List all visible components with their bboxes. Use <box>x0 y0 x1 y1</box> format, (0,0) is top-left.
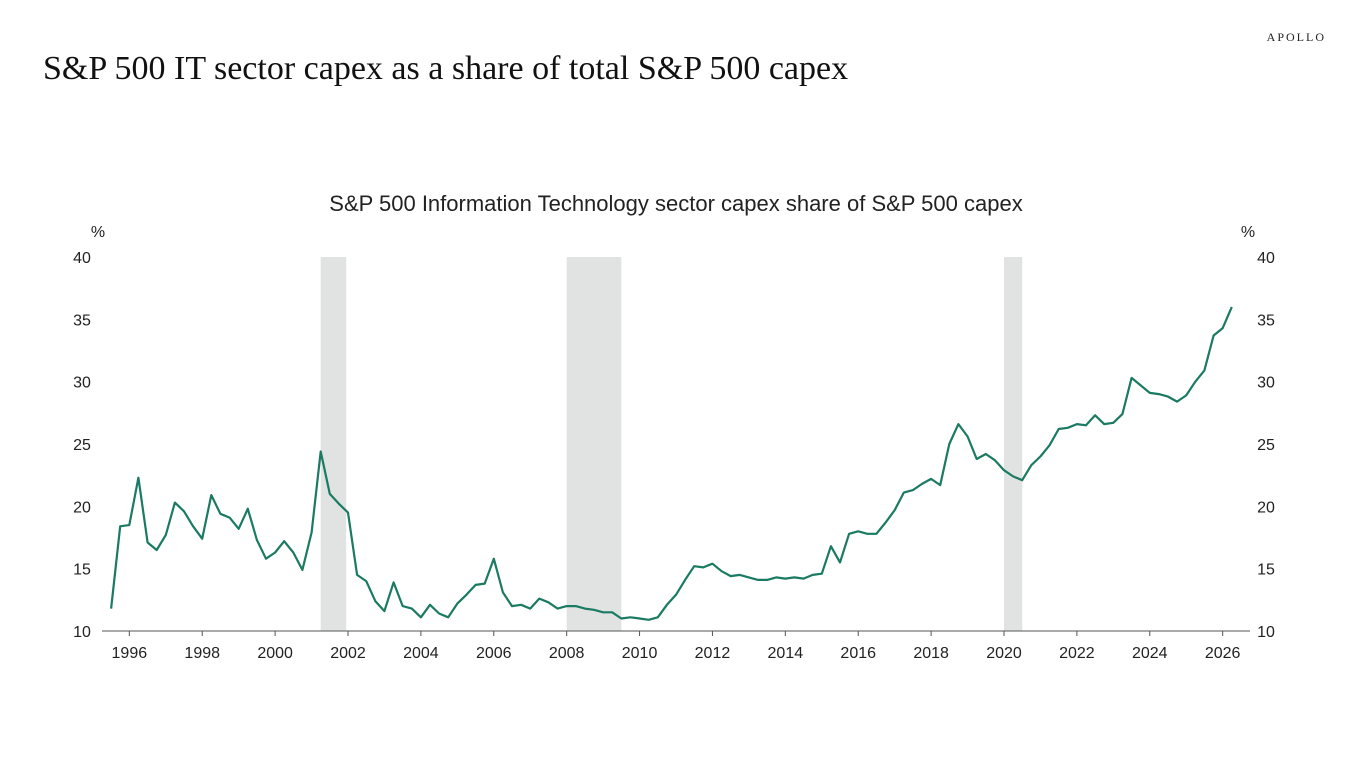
y-tick-label-left: 20 <box>73 499 91 516</box>
chart-title: S&P 500 Information Technology sector ca… <box>329 191 1022 216</box>
recession-band <box>320 257 347 631</box>
recession-band <box>1004 257 1023 631</box>
y-axis-unit-left: % <box>91 224 105 241</box>
y-tick-label-left: 25 <box>73 437 91 454</box>
y-tick-label-right: 10 <box>1257 624 1275 641</box>
y-tick-label-right: 15 <box>1257 562 1275 579</box>
y-tick-label-left: 15 <box>73 562 91 579</box>
page-title: S&P 500 IT sector capex as a share of to… <box>43 50 849 87</box>
x-tick-label: 2012 <box>695 645 731 662</box>
x-tick-label: 2014 <box>768 645 804 662</box>
series-lines <box>110 306 1233 621</box>
x-tick-label: 2026 <box>1205 645 1241 662</box>
x-tick-label: 2004 <box>403 645 439 662</box>
recession-bands <box>320 257 1023 631</box>
y-tick-label-right: 35 <box>1257 312 1275 329</box>
y-tick-label-right: 20 <box>1257 499 1275 516</box>
brand-logo: APOLLO <box>1266 30 1326 44</box>
x-tick-label: 2002 <box>330 645 366 662</box>
recession-band <box>566 257 622 631</box>
x-tick-label: 2016 <box>840 645 876 662</box>
x-tick-label: 1996 <box>112 645 148 662</box>
y-tick-label-right: 30 <box>1257 375 1275 392</box>
x-tick-label: 2000 <box>257 645 293 662</box>
y-tick-label-right: 40 <box>1257 250 1275 267</box>
x-tick-label: 2006 <box>476 645 512 662</box>
x-tick-label: 2010 <box>622 645 658 662</box>
axes <box>102 630 1250 636</box>
y-tick-label-left: 35 <box>73 312 91 329</box>
x-tick-label: 2024 <box>1132 645 1168 662</box>
y-tick-label-left: 40 <box>73 250 91 267</box>
x-tick-label: 2020 <box>986 645 1022 662</box>
x-tick-label: 1998 <box>184 645 220 662</box>
y-axis-unit-right: % <box>1241 224 1255 241</box>
y-tick-label-left: 30 <box>73 375 91 392</box>
y-tick-label-right: 25 <box>1257 437 1275 454</box>
x-tick-label: 2022 <box>1059 645 1095 662</box>
series-line <box>110 306 1233 621</box>
y-tick-label-left: 10 <box>73 624 91 641</box>
x-tick-label: 2008 <box>549 645 585 662</box>
x-tick-label: 2018 <box>913 645 949 662</box>
